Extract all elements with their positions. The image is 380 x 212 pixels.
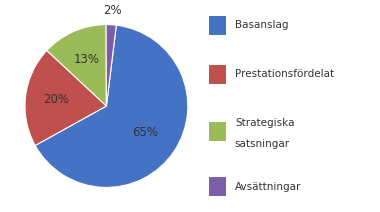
FancyBboxPatch shape [209, 122, 226, 141]
Text: 20%: 20% [43, 93, 69, 106]
Text: 13%: 13% [73, 53, 99, 66]
Wedge shape [106, 25, 116, 106]
FancyBboxPatch shape [209, 16, 226, 35]
Text: Prestationsfördelat: Prestationsfördelat [235, 69, 334, 79]
FancyBboxPatch shape [209, 177, 226, 196]
Text: 2%: 2% [103, 4, 121, 17]
Text: Avsättningar: Avsättningar [235, 181, 301, 192]
Text: Basanslag: Basanslag [235, 20, 288, 31]
Wedge shape [47, 25, 106, 106]
Wedge shape [35, 25, 188, 187]
Text: Strategiska: Strategiska [235, 118, 294, 128]
Wedge shape [25, 50, 106, 145]
FancyBboxPatch shape [209, 65, 226, 84]
Text: 65%: 65% [133, 126, 158, 139]
Text: satsningar: satsningar [235, 139, 290, 149]
